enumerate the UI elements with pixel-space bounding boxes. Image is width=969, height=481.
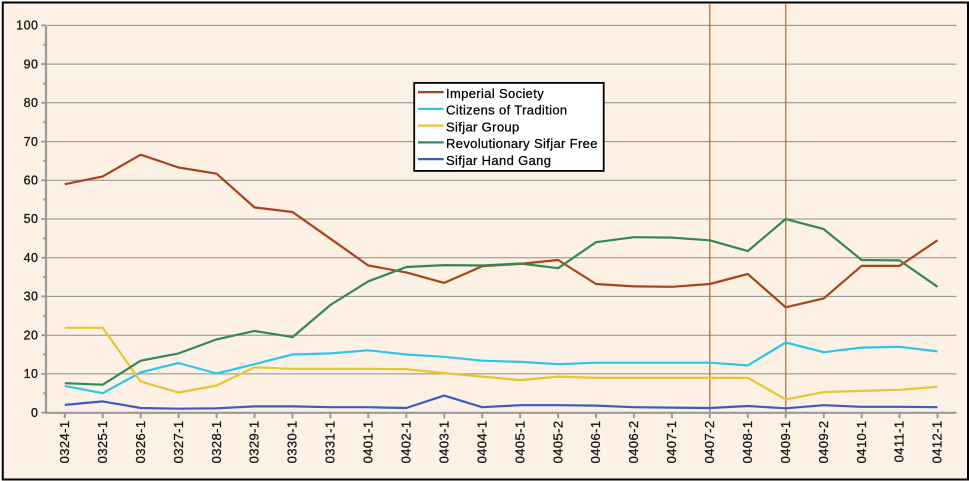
svg-text:0410-1: 0410-1 [854,421,869,464]
svg-text:Imperial Society: Imperial Society [446,86,544,101]
svg-text:Sifjar Group: Sifjar Group [446,119,520,134]
svg-text:0403-1: 0403-1 [436,421,451,464]
svg-text:60: 60 [24,174,39,188]
svg-text:0411-1: 0411-1 [892,421,907,463]
svg-text:70: 70 [24,135,39,149]
svg-text:50: 50 [24,212,39,226]
svg-text:20: 20 [24,328,39,342]
svg-text:90: 90 [24,57,39,71]
svg-text:0330-1: 0330-1 [285,421,300,464]
svg-text:Sifjar Hand Gang: Sifjar Hand Gang [446,153,551,168]
svg-text:0406-2: 0406-2 [626,421,641,464]
svg-text:0331-1: 0331-1 [323,421,338,464]
svg-text:Citizens of Tradition: Citizens of Tradition [446,103,568,118]
svg-text:0408-1: 0408-1 [740,421,755,464]
svg-text:0328-1: 0328-1 [209,421,224,464]
svg-text:10: 10 [24,367,39,381]
svg-text:0324-1: 0324-1 [57,421,72,464]
svg-text:0409-1: 0409-1 [778,421,793,464]
svg-text:40: 40 [24,251,39,265]
svg-text:0402-1: 0402-1 [399,421,414,464]
svg-text:30: 30 [24,290,39,304]
svg-text:Revolutionary Sifjar Free: Revolutionary Sifjar Free [446,136,598,151]
svg-text:0404-1: 0404-1 [474,421,489,464]
svg-text:0401-1: 0401-1 [361,421,376,464]
svg-text:0329-1: 0329-1 [247,421,262,464]
svg-text:0327-1: 0327-1 [171,421,186,464]
svg-text:0412-1: 0412-1 [930,421,945,464]
svg-text:0: 0 [31,406,38,420]
svg-text:0407-2: 0407-2 [702,421,717,464]
svg-text:0406-1: 0406-1 [588,421,603,464]
svg-text:0409-2: 0409-2 [816,421,831,464]
svg-text:0405-2: 0405-2 [550,421,565,464]
svg-text:80: 80 [24,96,39,110]
svg-text:0407-1: 0407-1 [664,421,679,464]
svg-text:0325-1: 0325-1 [95,421,110,464]
svg-text:100: 100 [16,19,38,33]
svg-text:0326-1: 0326-1 [133,421,148,464]
svg-text:0405-1: 0405-1 [512,421,527,464]
